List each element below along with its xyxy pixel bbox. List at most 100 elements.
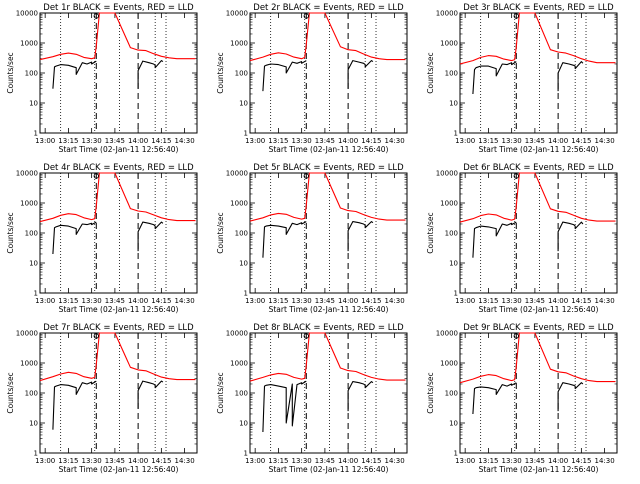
x-tick-label: 13:15	[268, 457, 288, 465]
panel-title: Det 1r BLACK = Events, RED = LLD	[43, 3, 194, 13]
y-tick-label: 1	[34, 290, 38, 298]
y-tick-label: 10000	[226, 170, 248, 178]
y-tick-label: 1	[454, 290, 458, 298]
x-tick-label: 14:30	[385, 137, 405, 145]
y-tick-label: 10000	[436, 10, 458, 18]
x-tick-label: 14:15	[151, 297, 171, 305]
x-axis-label: Start Time (02-Jan-11 12:56:40)	[479, 465, 599, 474]
series-line	[347, 60, 374, 89]
plot-area	[40, 173, 196, 293]
x-tick-label: 14:15	[361, 137, 381, 145]
x-tick-label: 14:15	[571, 457, 591, 465]
x-tick-label: 13:45	[315, 297, 335, 305]
x-tick-label: 13:15	[58, 297, 78, 305]
y-tick-label: 100	[445, 390, 458, 398]
x-tick-label: 14:30	[385, 297, 405, 305]
x-tick-label: 13:00	[245, 137, 265, 145]
x-tick-label: 14:00	[548, 457, 568, 465]
y-tick-label: 10	[239, 420, 248, 428]
peak-marker-circle	[93, 13, 99, 19]
series-line	[137, 380, 164, 409]
x-tick-label: 13:45	[105, 297, 125, 305]
x-tick-label: 14:00	[128, 457, 148, 465]
detector-panel: Det 7r BLACK = Events, RED = LLD 1 10 100 10…	[6, 323, 198, 474]
series-line	[557, 221, 584, 252]
x-tick-label: 14:30	[175, 137, 195, 145]
y-tick-label: 1000	[440, 40, 458, 48]
y-tick-label: 1	[244, 130, 248, 138]
y-tick-label: 10000	[226, 330, 248, 338]
detector-panel: Det 9r BLACK = Events, RED = LLD 1 10 100 10…	[426, 323, 618, 474]
x-tick-label: 13:45	[525, 457, 545, 465]
x-tick-label: 13:30	[502, 297, 522, 305]
series-line	[557, 61, 584, 92]
detector-panel: Det 3r BLACK = Events, RED = LLD 1 10 100 10…	[426, 3, 618, 154]
x-tick-label: 14:15	[361, 297, 381, 305]
x-tick-label: 14:15	[361, 457, 381, 465]
plot-area	[250, 173, 406, 293]
plot-frame	[459, 12, 618, 134]
series-line	[347, 221, 374, 252]
y-axis-label: Counts/sec	[6, 372, 15, 413]
series-line	[137, 221, 164, 252]
series-line	[137, 60, 164, 89]
x-tick-label: 13:00	[35, 457, 55, 465]
y-tick-label: 100	[25, 70, 38, 78]
plot-frame	[459, 172, 618, 294]
plot-area	[40, 13, 196, 133]
y-tick-label: 10000	[16, 330, 38, 338]
x-tick-label: 13:30	[292, 457, 312, 465]
y-tick-label: 10000	[16, 10, 38, 18]
y-axis-label: Counts/sec	[426, 372, 435, 413]
x-tick-label: 14:30	[175, 297, 195, 305]
x-tick-label: 13:00	[35, 297, 55, 305]
y-tick-label: 10000	[436, 330, 458, 338]
y-tick-label: 1	[244, 450, 248, 458]
y-tick-label: 1000	[230, 200, 248, 208]
y-tick-label: 1000	[440, 200, 458, 208]
x-tick-label: 13:45	[525, 137, 545, 145]
x-tick-label: 13:30	[82, 457, 102, 465]
plot-area	[460, 333, 616, 453]
x-tick-label: 13:30	[292, 137, 312, 145]
plot-area	[250, 13, 406, 133]
plot-frame	[39, 12, 198, 134]
series-line	[460, 12, 616, 65]
x-tick-label: 14:15	[571, 137, 591, 145]
plot-frame	[39, 172, 198, 294]
series-line	[250, 332, 406, 382]
y-tick-label: 10	[449, 100, 458, 108]
y-tick-label: 10	[29, 420, 38, 428]
plot-area	[460, 13, 616, 133]
x-tick-label: 13:00	[35, 137, 55, 145]
plot-area	[40, 333, 196, 453]
peak-marker-circle	[303, 173, 309, 179]
y-tick-label: 10	[239, 260, 248, 268]
detector-panel: Det 1r BLACK = Events, RED = LLD 1 10 100 10…	[6, 3, 198, 154]
y-tick-label: 100	[235, 70, 248, 78]
x-tick-label: 14:00	[338, 137, 358, 145]
x-tick-label: 13:15	[268, 137, 288, 145]
x-tick-label: 14:00	[338, 297, 358, 305]
detector-panel: Det 6r BLACK = Events, RED = LLD 1 10 100 10…	[426, 163, 618, 314]
y-axis-label: Counts/sec	[6, 52, 15, 93]
detector-panel: Det 4r BLACK = Events, RED = LLD 1 10 100 10…	[6, 163, 198, 314]
y-tick-label: 1000	[230, 40, 248, 48]
plot-area	[460, 173, 616, 293]
x-tick-label: 13:00	[455, 137, 475, 145]
plot-frame	[249, 12, 408, 134]
peak-marker-circle	[513, 333, 519, 339]
panel-title: Det 9r BLACK = Events, RED = LLD	[463, 323, 614, 333]
panel-title: Det 6r BLACK = Events, RED = LLD	[463, 163, 614, 173]
x-axis-label: Start Time (02-Jan-11 12:56:40)	[59, 145, 179, 154]
plot-frame	[249, 172, 408, 294]
y-tick-label: 1	[34, 450, 38, 458]
series-line	[53, 173, 98, 254]
series-line	[53, 333, 98, 430]
y-axis-label: Counts/sec	[216, 52, 225, 93]
x-tick-label: 13:30	[292, 297, 312, 305]
x-tick-label: 14:00	[548, 297, 568, 305]
y-tick-label: 1	[454, 130, 458, 138]
x-tick-label: 13:15	[58, 137, 78, 145]
